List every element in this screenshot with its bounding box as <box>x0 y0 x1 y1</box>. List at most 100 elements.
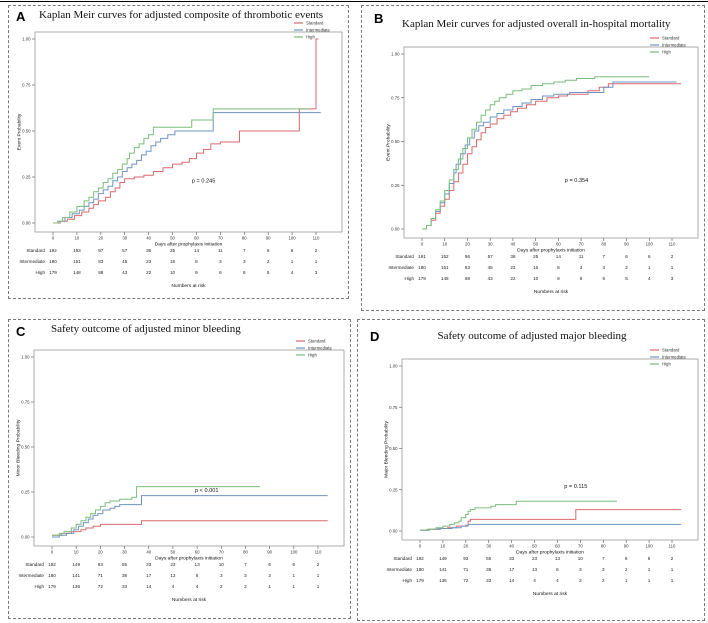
svg-text:25: 25 <box>170 248 176 253</box>
svg-text:6: 6 <box>580 276 583 281</box>
svg-text:30: 30 <box>122 550 127 555</box>
svg-text:2: 2 <box>625 567 628 572</box>
svg-text:High: High <box>306 35 315 40</box>
km-plot-c: 1.00 0.75 0.50 0.25 0.00 0 10 20 30 40 50 60 70 80 90 1… <box>16 339 345 603</box>
svg-text:Days after prophylaxis initiat: Days after prophylaxis initiation <box>155 556 223 562</box>
svg-text:110: 110 <box>669 242 676 247</box>
svg-text:179: 179 <box>418 276 426 281</box>
svg-text:3: 3 <box>220 573 223 578</box>
svg-text:72: 72 <box>98 584 104 589</box>
svg-text:100: 100 <box>646 242 654 247</box>
svg-text:Intermediate: Intermediate <box>388 265 414 270</box>
svg-text:7: 7 <box>603 254 606 259</box>
km-plot-a: 1.00 0.75 0.50 0.25 0.00 0 10 20 30 40 50 60 70 80 90 1… <box>17 21 343 289</box>
svg-text:13: 13 <box>195 562 201 567</box>
svg-text:179: 179 <box>48 584 56 589</box>
svg-text:50: 50 <box>170 236 175 241</box>
svg-text:40: 40 <box>509 544 514 549</box>
svg-text:153: 153 <box>73 248 81 253</box>
svg-text:136: 136 <box>439 578 447 583</box>
svg-text:20: 20 <box>465 242 470 247</box>
svg-text:38: 38 <box>122 573 128 578</box>
svg-text:Days after prophylaxis initiat: Days after prophylaxis initiation <box>155 242 223 248</box>
svg-text:80: 80 <box>601 242 606 247</box>
svg-text:0.25: 0.25 <box>389 487 398 492</box>
svg-text:13: 13 <box>555 556 561 561</box>
svg-text:0.50: 0.50 <box>22 129 31 134</box>
svg-text:6: 6 <box>219 270 222 275</box>
svg-text:1: 1 <box>317 573 320 578</box>
svg-text:33: 33 <box>486 578 492 583</box>
svg-text:Intermediate: Intermediate <box>386 567 412 572</box>
svg-text:180: 180 <box>49 259 57 264</box>
svg-text:23: 23 <box>170 562 176 567</box>
svg-text:90: 90 <box>266 236 271 241</box>
svg-text:141: 141 <box>439 567 447 572</box>
svg-text:p = 0.354: p = 0.354 <box>565 178 588 184</box>
svg-text:152: 152 <box>441 254 449 259</box>
svg-text:p = 0.115: p = 0.115 <box>564 484 587 490</box>
svg-text:0.75: 0.75 <box>22 83 31 88</box>
svg-text:1: 1 <box>671 567 674 572</box>
svg-text:Numbers at risk: Numbers at risk <box>534 289 569 295</box>
svg-text:180: 180 <box>416 567 424 572</box>
svg-text:80: 80 <box>243 550 248 555</box>
svg-text:6: 6 <box>268 562 271 567</box>
svg-text:1: 1 <box>268 584 271 589</box>
svg-text:100: 100 <box>289 236 297 241</box>
svg-text:Standard: Standard <box>395 254 414 259</box>
km-plot-b: 1.00 0.75 0.50 0.25 0.00 0 10 20 30 40 50 60 70 80 90 1… <box>386 36 699 295</box>
svg-text:6: 6 <box>556 567 559 572</box>
svg-text:Intermediate: Intermediate <box>308 346 332 351</box>
panel-letter-d: D <box>370 329 380 344</box>
svg-text:7: 7 <box>243 248 246 253</box>
svg-text:88: 88 <box>465 276 471 281</box>
svg-text:Event Probability: Event Probability <box>17 113 23 150</box>
svg-text:57: 57 <box>488 254 494 259</box>
svg-text:1: 1 <box>315 259 318 264</box>
svg-text:71: 71 <box>98 573 104 578</box>
svg-text:70: 70 <box>219 550 224 555</box>
panel-a: A Kaplan Meir curves for adjusted compos… <box>8 5 349 299</box>
svg-text:3: 3 <box>315 270 318 275</box>
svg-text:192: 192 <box>416 556 424 561</box>
svg-text:149: 149 <box>439 556 447 561</box>
panel-title-d: Safety outcome of adjusted major bleedin… <box>437 330 627 342</box>
panel-title-b: Kaplan Meir curves for adjusted overall … <box>402 18 671 30</box>
svg-text:Standard: Standard <box>25 562 44 567</box>
svg-text:23: 23 <box>510 265 516 270</box>
svg-text:0: 0 <box>421 242 424 247</box>
svg-text:1: 1 <box>625 578 628 583</box>
svg-text:p = 0.245: p = 0.245 <box>192 179 215 185</box>
svg-text:33: 33 <box>509 556 515 561</box>
svg-text:50: 50 <box>533 242 538 247</box>
svg-text:8: 8 <box>557 265 560 270</box>
svg-text:0.75: 0.75 <box>21 400 30 405</box>
svg-text:14: 14 <box>194 248 200 253</box>
svg-text:13: 13 <box>170 573 176 578</box>
svg-text:Standard: Standard <box>308 339 326 344</box>
svg-text:40: 40 <box>146 550 151 555</box>
svg-text:Numbers at risk: Numbers at risk <box>533 591 568 597</box>
svg-text:Major Bleeding Probability: Major Bleeding Probability <box>384 421 390 478</box>
svg-text:1: 1 <box>648 578 651 583</box>
svg-text:50: 50 <box>532 544 537 549</box>
svg-text:2: 2 <box>267 259 270 264</box>
svg-text:0.50: 0.50 <box>391 139 400 144</box>
svg-text:151: 151 <box>73 259 81 264</box>
svg-text:50: 50 <box>171 550 176 555</box>
svg-text:20: 20 <box>463 544 468 549</box>
panel-title-a: Kaplan Meir curves for adjusted composit… <box>39 9 324 21</box>
svg-text:2: 2 <box>671 254 674 259</box>
svg-text:90: 90 <box>624 544 629 549</box>
svg-text:57: 57 <box>122 248 128 253</box>
svg-text:88: 88 <box>98 270 104 275</box>
svg-text:0.75: 0.75 <box>389 405 398 410</box>
svg-text:2: 2 <box>671 556 674 561</box>
svg-text:Days after prophylaxis initiat: Days after prophylaxis initiation <box>516 550 584 556</box>
svg-text:Standard: Standard <box>393 556 412 561</box>
svg-text:Event Probability: Event Probability <box>386 124 392 161</box>
svg-text:192: 192 <box>49 248 57 253</box>
svg-text:179: 179 <box>416 578 424 583</box>
svg-text:11: 11 <box>218 248 223 253</box>
